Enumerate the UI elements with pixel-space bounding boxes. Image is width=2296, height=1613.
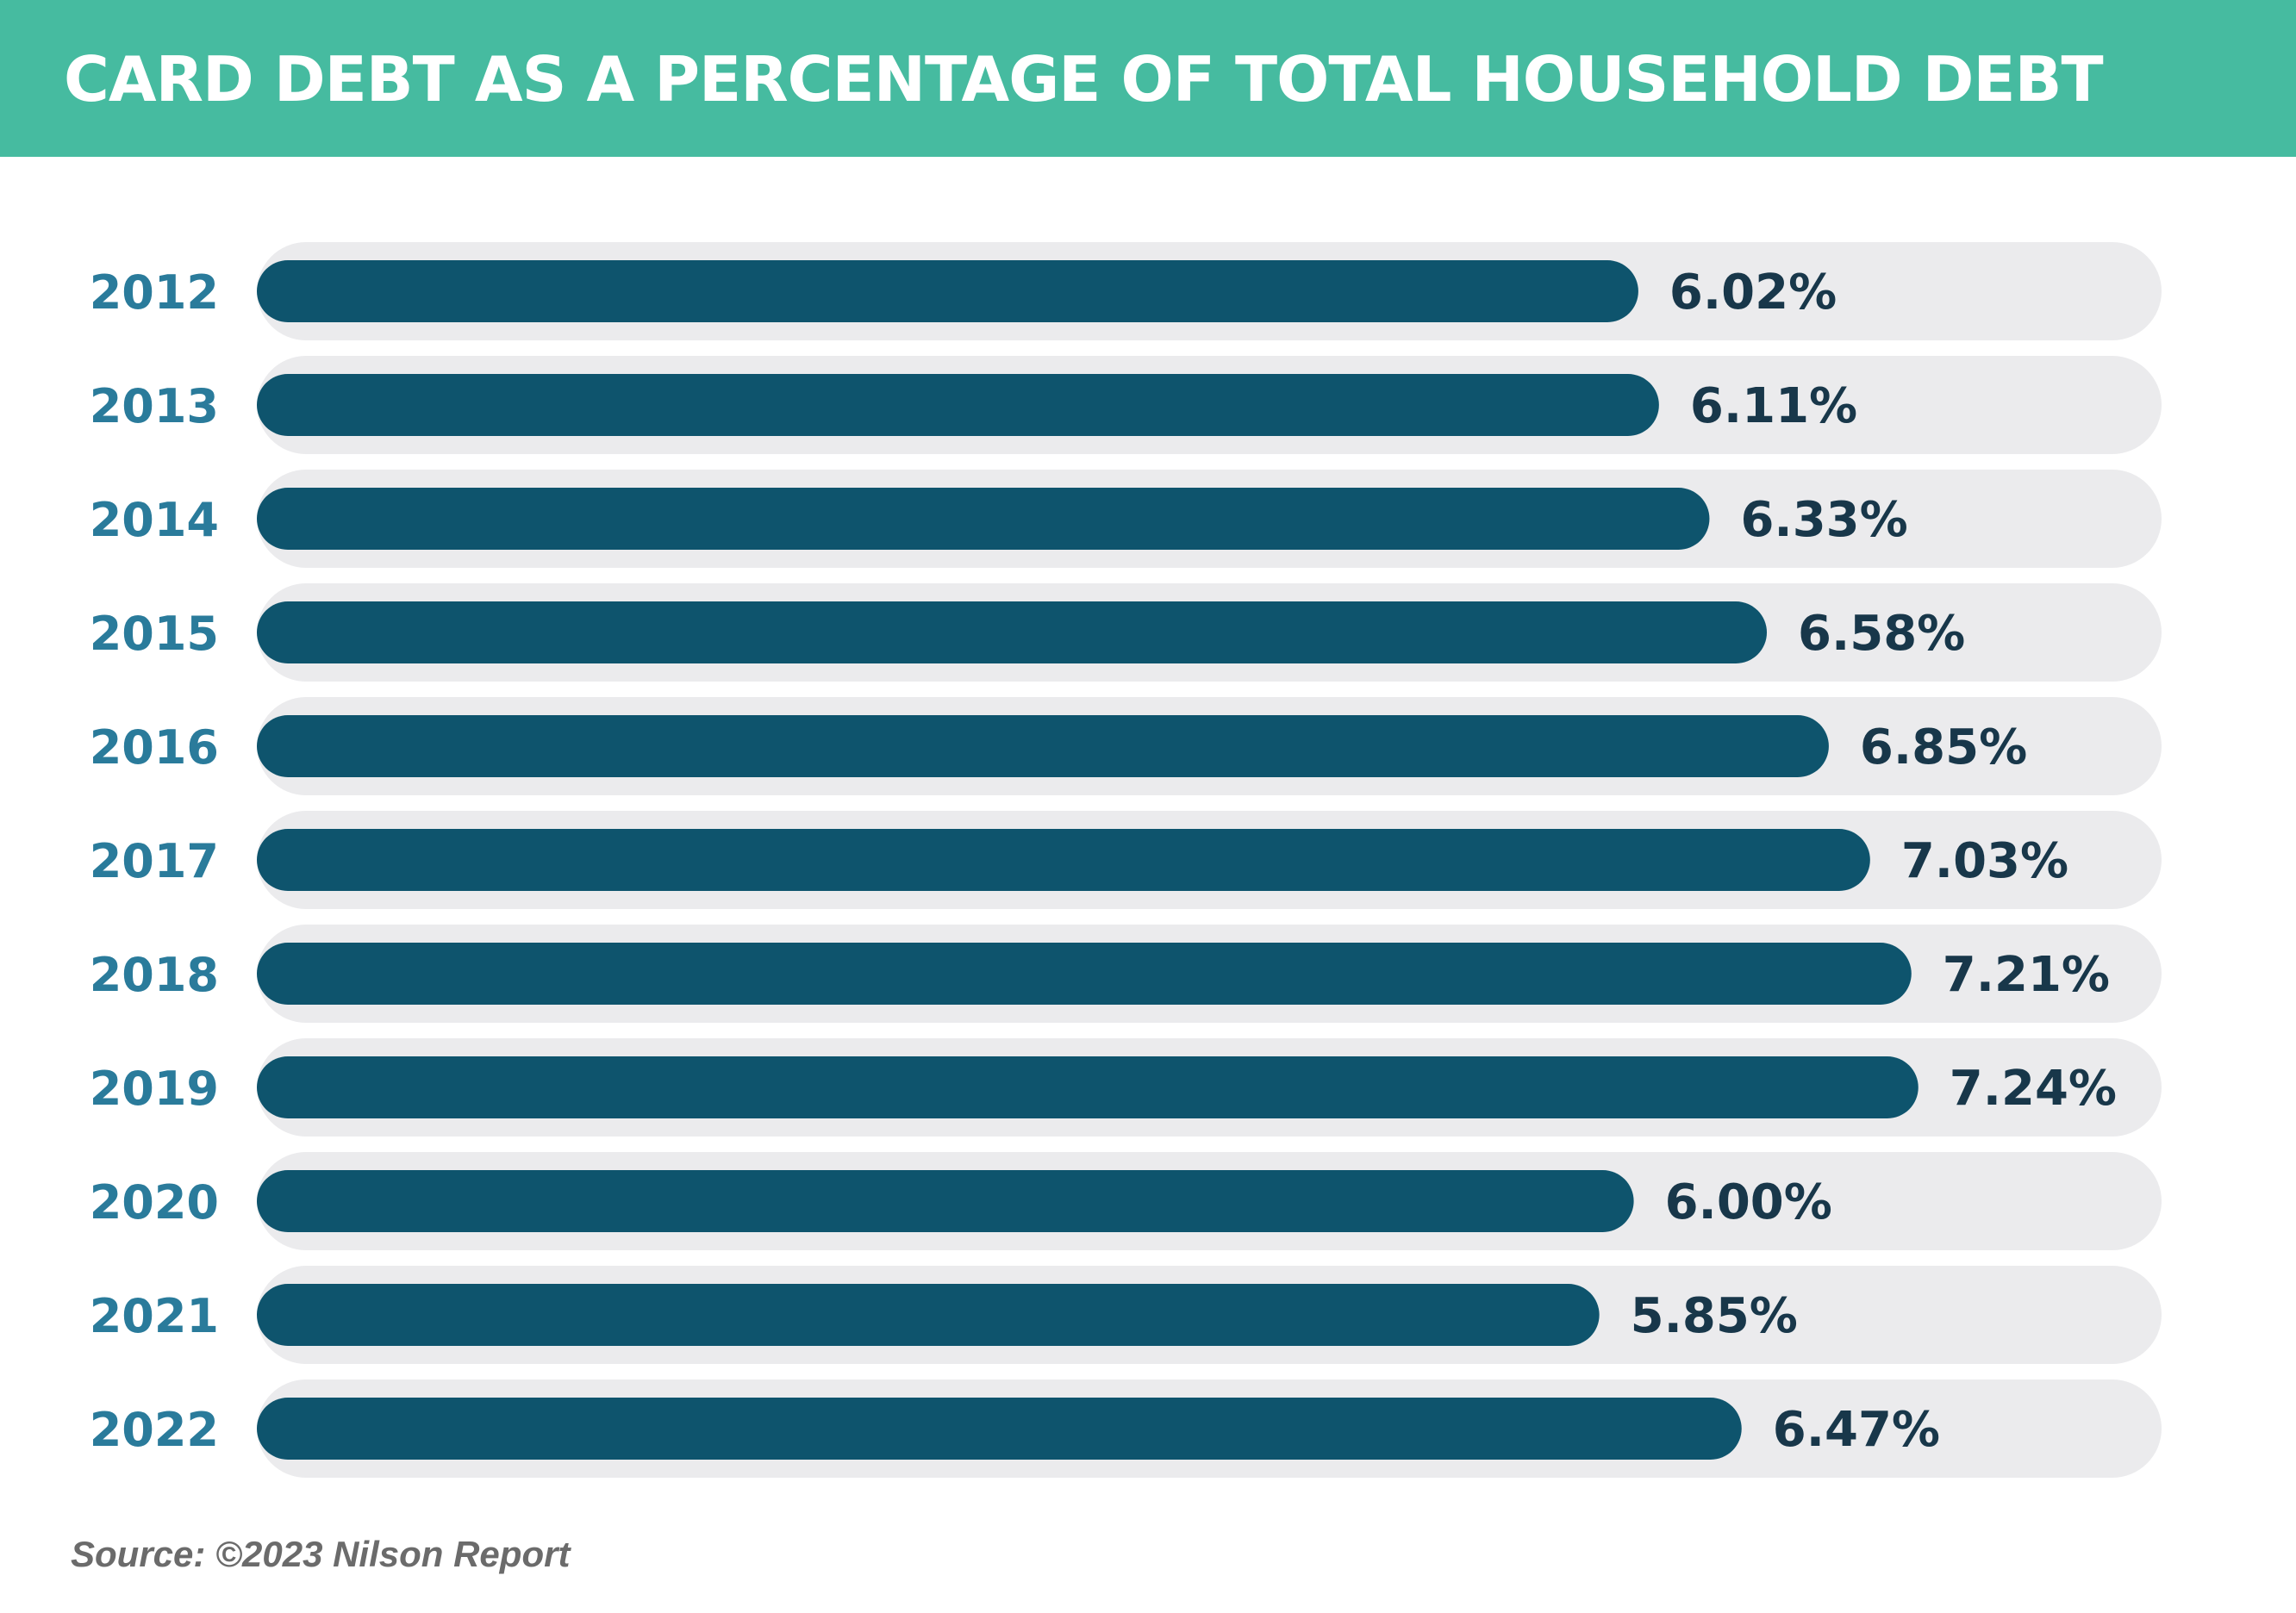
year-label: 2013: [90, 379, 219, 433]
bar-2021: [257, 1284, 1600, 1346]
year-label: 2014: [90, 493, 219, 547]
year-label: 2018: [90, 948, 219, 1002]
bar-2014: [257, 488, 1710, 550]
value-label: 6.58%: [1798, 606, 1965, 662]
bar-2015: [257, 601, 1768, 663]
value-label: 7.21%: [1943, 947, 2110, 1003]
bar-2016: [257, 715, 1829, 777]
chart-title: CARD DEBT AS A PERCENTAGE OF TOTAL HOUSE…: [64, 43, 2104, 115]
bar-2018: [257, 943, 1912, 1005]
value-label: 6.33%: [1740, 492, 1907, 548]
bar-2019: [257, 1056, 1919, 1118]
year-label: 2015: [90, 607, 219, 661]
source-note: Source: ©2023 Nilson Report: [71, 1534, 571, 1574]
value-label: 6.02%: [1669, 265, 1837, 321]
value-label: 6.11%: [1690, 378, 1857, 434]
year-label: 2020: [90, 1175, 219, 1230]
year-label: 2017: [90, 834, 219, 888]
value-label: 5.85%: [1631, 1288, 1798, 1344]
year-label: 2012: [90, 265, 219, 320]
title-banner: CARD DEBT AS A PERCENTAGE OF TOTAL HOUSE…: [0, 0, 2296, 157]
year-label: 2016: [90, 720, 219, 775]
bar-2020: [257, 1170, 1634, 1232]
year-label: 2019: [90, 1062, 219, 1116]
value-label: 6.85%: [1860, 719, 2027, 775]
year-label: 2021: [90, 1289, 219, 1343]
value-label: 6.47%: [1773, 1402, 1940, 1458]
value-label: 7.24%: [1950, 1061, 2117, 1117]
value-label: 6.00%: [1665, 1174, 1832, 1230]
bar-2022: [257, 1398, 1742, 1460]
year-label: 2022: [90, 1403, 219, 1457]
value-label: 7.03%: [1901, 833, 2068, 889]
bar-2017: [257, 829, 1870, 891]
bar-2012: [257, 260, 1638, 322]
bar-2013: [257, 374, 1659, 436]
